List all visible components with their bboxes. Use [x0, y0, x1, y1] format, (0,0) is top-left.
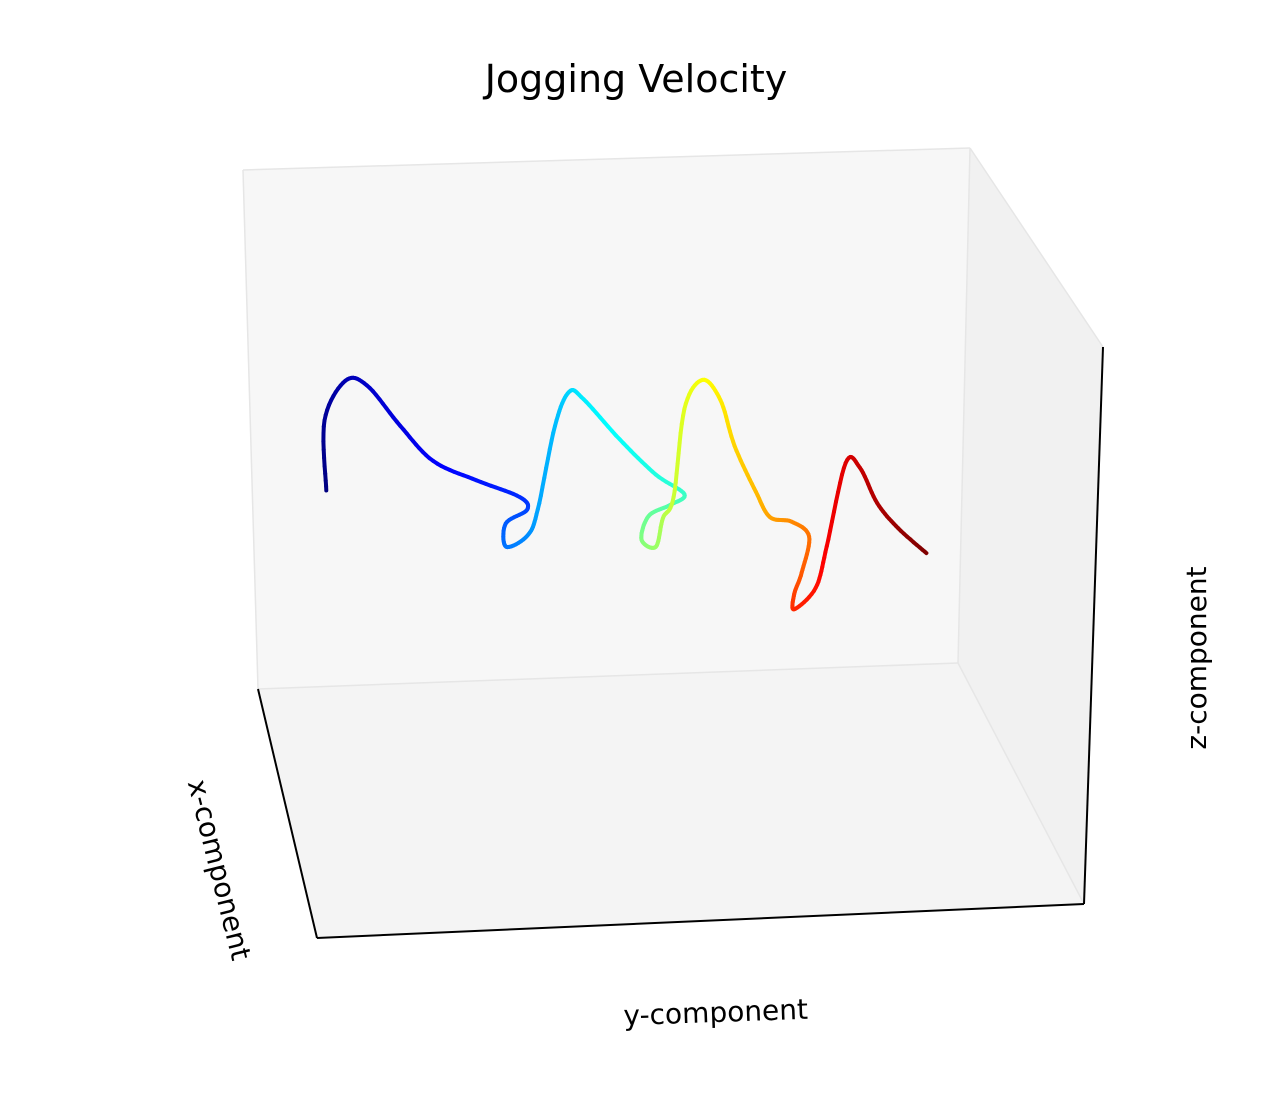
- pane-edge: [242, 169, 259, 690]
- velocity-curve: [321, 375, 929, 612]
- floor-pane: [258, 663, 1084, 938]
- back-pane: [243, 148, 970, 689]
- z-axis-label: z-component: [1180, 566, 1213, 749]
- y-axis-line: [316, 903, 1085, 939]
- pane-edge: [242, 147, 971, 171]
- curve-segment: [922, 549, 929, 556]
- x-axis-label: x-component: [181, 776, 258, 964]
- pane-edges: [242, 147, 1104, 905]
- side-pane: [958, 148, 1103, 904]
- x-axis-line: [257, 688, 318, 939]
- y-axis-label: y-component: [623, 993, 809, 1032]
- pane-edge: [957, 147, 971, 664]
- chart-title: Jogging Velocity: [483, 57, 788, 101]
- pane-edge: [257, 662, 959, 690]
- axes-panes: [243, 148, 1103, 938]
- pane-edge: [969, 147, 1104, 348]
- pane-edge: [957, 662, 1085, 905]
- axis-lines: [257, 346, 1104, 939]
- z-axis-line: [1083, 346, 1104, 905]
